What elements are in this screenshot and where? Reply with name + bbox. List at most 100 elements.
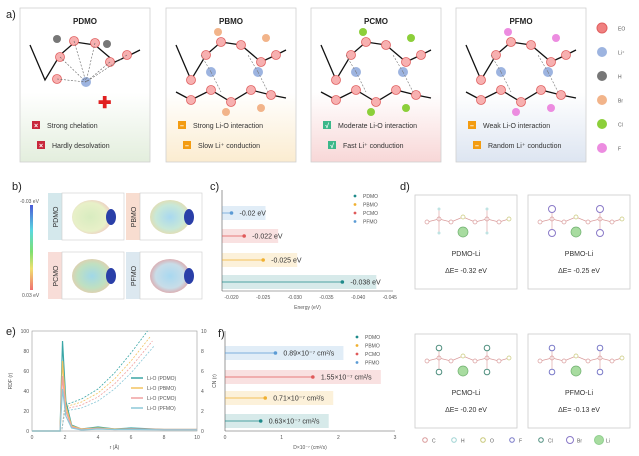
esp-surface xyxy=(72,200,112,234)
colorbar xyxy=(30,205,33,290)
legend-marker xyxy=(355,361,359,364)
y-tick-label: 100 xyxy=(21,329,30,335)
atom xyxy=(506,355,512,361)
atom xyxy=(472,358,478,364)
molecule-label: PDMO xyxy=(53,206,60,228)
substituent-atom-icon xyxy=(407,34,415,42)
eo-unit-icon xyxy=(346,50,356,60)
eo-unit-icon xyxy=(391,85,401,95)
property-text: Strong Li-O interaction xyxy=(193,123,263,130)
eo-unit-icon xyxy=(371,97,381,107)
halogen-atom xyxy=(548,229,556,237)
legend-label: C xyxy=(432,439,436,445)
coordination-line xyxy=(547,71,559,93)
legend-label: Li⁺ xyxy=(618,51,625,57)
esp-negative-region xyxy=(184,209,194,225)
coordination-line xyxy=(355,71,367,93)
legend-br-icon xyxy=(597,95,607,105)
legend-label: EO xyxy=(618,27,625,33)
legend-h-icon xyxy=(597,71,607,81)
panel-label-b: b) xyxy=(12,181,22,193)
legend-h-icon xyxy=(451,437,457,443)
halogen-atom xyxy=(548,205,556,213)
legend-label: Cl xyxy=(618,123,623,129)
card-frame xyxy=(414,333,518,429)
molecule-label-strip xyxy=(126,193,140,240)
x-axis-label: D×10⁻⁷ (cm²/s) xyxy=(293,445,327,451)
eo-unit-icon xyxy=(256,57,266,67)
panel-label-e: e) xyxy=(6,326,16,338)
panel-b-esp-maps: -0.03 eV 0.03 eV PDMO PBMO PCMO PFMO xyxy=(20,192,203,300)
legend-label: Li-O (PCMO) xyxy=(147,396,177,402)
legend-f-icon xyxy=(509,437,515,443)
data-label: 0.71×10⁻⁷ cm²/s xyxy=(273,396,324,403)
atom xyxy=(619,355,625,361)
y-axis-label: RDF (r) xyxy=(8,372,14,389)
legend-label: Li-O (PFMO) xyxy=(147,406,176,412)
data-point xyxy=(242,234,246,238)
cn-curve xyxy=(32,340,153,432)
molecule-label: PCMO xyxy=(53,265,60,287)
value-band xyxy=(225,346,344,360)
legend-cl-icon xyxy=(538,437,544,443)
structure-card-pcmo-li: PCMO-Li ΔE= -0.20 eV xyxy=(414,333,518,429)
legend-label: Cl xyxy=(548,439,553,445)
esp-map-pfmo: PFMO xyxy=(126,251,203,300)
eo-unit-icon xyxy=(556,90,566,100)
eo-unit-icon xyxy=(561,50,571,60)
eo-unit-icon xyxy=(216,37,226,47)
data-label: -0.038 eV xyxy=(350,280,381,287)
halogen-atom xyxy=(596,344,604,352)
eo-unit-icon xyxy=(361,37,371,47)
eo-unit-icon xyxy=(491,50,501,60)
atom xyxy=(537,358,543,364)
substituent-atom-icon xyxy=(262,34,270,42)
panel-c-binding-energy-chart: -0.020 -0.025 -0.030 -0.035 -0.040 -0.045 Ener… xyxy=(221,190,397,311)
eo-unit-icon xyxy=(381,40,391,50)
cross-icon xyxy=(37,141,45,149)
data-label: -0.02 eV xyxy=(240,211,267,218)
substituent-atom-icon xyxy=(367,108,375,116)
molecule-label: PFMO xyxy=(131,265,138,286)
property-text: Strong chelation xyxy=(47,123,98,130)
legend-label: PFMO xyxy=(363,220,378,226)
y2-tick-label: 2 xyxy=(201,409,204,415)
h-atom-icon xyxy=(103,40,111,48)
panel-f-diffusion-chart: 0 1 2 3 D×10⁻⁷ (cm²/s) 0.89×10⁻⁷ cm²/s 1.55×10… xyxy=(224,331,397,451)
data-point xyxy=(261,258,265,262)
atom xyxy=(585,358,591,364)
legend-label: PCMO xyxy=(365,352,380,358)
li-atom xyxy=(457,365,469,377)
minus-icon xyxy=(473,141,481,149)
atom xyxy=(472,219,478,225)
structure-name: PBMO-Li xyxy=(565,251,594,258)
mechanism-box-pbmo: PBMO – Strong Li-O interaction – Slow Li⁺ co… xyxy=(165,7,297,163)
x-tick-label: 6 xyxy=(130,435,133,441)
eo-unit-icon xyxy=(546,57,556,67)
legend-label: PBMO xyxy=(363,203,378,209)
eo-unit-icon xyxy=(401,57,411,67)
halogen-atom xyxy=(435,344,443,352)
x-axis-label: Energy (eV) xyxy=(294,305,321,311)
colorbar-bottom-label: 0.03 eV xyxy=(22,293,40,299)
blocked-icon: ✚ xyxy=(98,95,111,112)
eo-unit-icon xyxy=(351,85,361,95)
esp-negative-region xyxy=(184,268,194,284)
data-label: -0.022 eV xyxy=(252,234,283,241)
eo-unit-icon xyxy=(476,95,486,105)
panel-label-c: c) xyxy=(210,181,219,193)
x-tick-label: 10 xyxy=(194,435,200,441)
atom xyxy=(496,219,502,225)
y2-tick-label: 6 xyxy=(201,369,204,375)
h-atom xyxy=(485,207,489,211)
halogen-atom xyxy=(483,368,491,376)
data-label: 0.89×10⁻⁷ cm²/s xyxy=(283,351,334,358)
coordination-line xyxy=(85,42,96,83)
structure-card-pbmo-li: PBMO-Li ΔE= -0.25 eV xyxy=(527,194,631,290)
structure-name: PDMO-Li xyxy=(452,251,481,258)
legend-eo-icon xyxy=(596,22,608,34)
legend-marker xyxy=(353,194,357,198)
cross-icon-glyph: × xyxy=(34,123,38,130)
y2-tick-label: 4 xyxy=(201,389,204,395)
panel-label-a: a) xyxy=(6,9,16,21)
